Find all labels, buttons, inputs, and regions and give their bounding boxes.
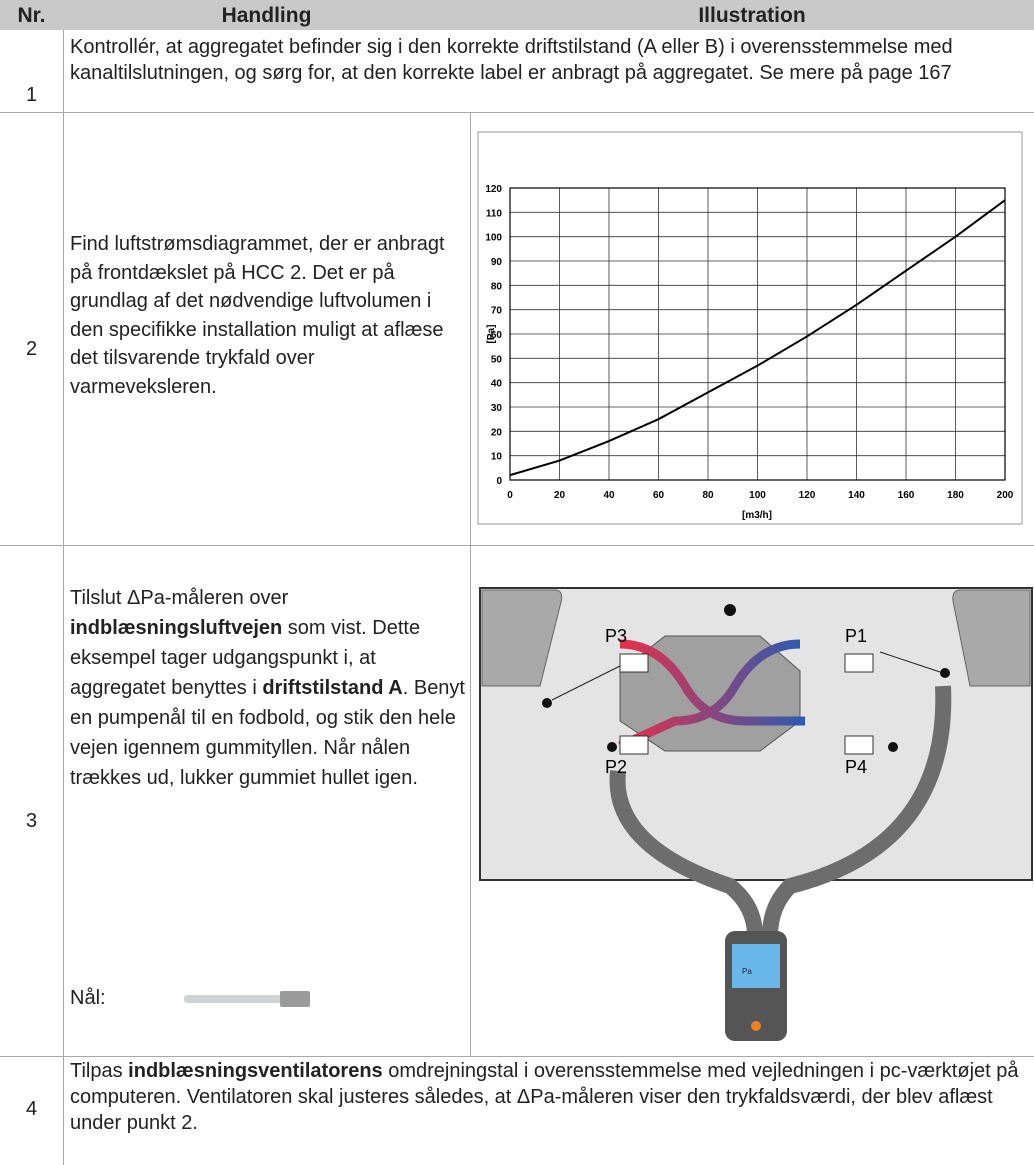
text: omdrejningstal i overensstemmelse med ve… (70, 1060, 1019, 1134)
needle-image (184, 991, 310, 1007)
row-border (0, 1056, 1034, 1057)
col-border (470, 112, 471, 1056)
point-label: P3 (605, 626, 627, 646)
y-tick-label: 50 (491, 354, 503, 365)
y-tick-label: 10 (491, 452, 503, 463)
y-tick-label: 40 (491, 379, 503, 390)
x-tick-label: 160 (898, 490, 915, 501)
diagram: P3 P1 P2 P4 Pa (479, 587, 1033, 1041)
header-row (0, 0, 1034, 30)
cell-text: Find luftstrømsdiagrammet, der er anbrag… (70, 230, 465, 401)
text: Tilpas (70, 1060, 129, 1082)
point-label: P4 (845, 757, 867, 777)
text-bold: indblæsningsventilatorens (128, 1060, 383, 1082)
y-tick-label: 70 (491, 306, 503, 317)
header-cell: Nr. (17, 4, 46, 27)
x-tick-label: 100 (749, 490, 766, 501)
y-tick-label: 60 (491, 330, 503, 341)
y-tick-label: 90 (491, 257, 503, 268)
x-tick-label: 40 (603, 490, 615, 501)
x-tick-label: 120 (799, 490, 816, 501)
x-tick-label: 140 (848, 490, 865, 501)
point-label: P1 (845, 626, 867, 646)
row-border (0, 545, 1034, 546)
text: . Benyt en pumpenål til en fodbold, og s… (70, 677, 465, 789)
y-tick-label: 80 (491, 281, 503, 292)
row-number: 2 (25, 338, 38, 360)
y-axis-label: [Pa] (486, 325, 497, 344)
text-bold: indblæsningsluftvejen (70, 617, 283, 639)
text: Tilslut ΔPa-måleren over (70, 587, 289, 609)
y-tick-label: 120 (485, 184, 502, 195)
x-tick-label: 180 (947, 490, 964, 501)
x-tick-label: 200 (997, 490, 1014, 501)
y-tick-label: 100 (485, 233, 502, 244)
cell-text: Kontrollér, at aggregatet befinder sig i… (70, 34, 1032, 86)
text-bold: driftstilstand A (262, 677, 403, 699)
row-number: 1 (25, 84, 38, 106)
y-tick-label: 30 (491, 403, 503, 414)
text: Find luftstrømsdiagrammet, der er anbrag… (70, 233, 445, 398)
text: som vist. Dette eksempel tager udgangspu… (70, 617, 421, 699)
meter-label: Pa (742, 967, 752, 976)
x-tick-label: 0 (507, 490, 513, 501)
chart-frame (477, 131, 1023, 525)
col-border (63, 30, 64, 1165)
header-cell: Illustration (698, 4, 806, 27)
row-number: 4 (25, 1098, 38, 1120)
point-label: P2 (605, 757, 627, 777)
cell-text: Tilslut ΔPa-måleren over indblæsningsluf… (70, 583, 465, 793)
row-border (0, 112, 1034, 113)
x-tick-label: 60 (653, 490, 665, 501)
y-tick-label: 0 (496, 476, 502, 487)
x-axis-label: [m3/h] (742, 510, 772, 521)
y-tick-label: 110 (486, 208, 503, 219)
y-tick-label: 20 (491, 427, 503, 438)
row-number: 3 (25, 810, 38, 832)
data-line (509, 199, 1006, 477)
needle-label: Nål: (70, 987, 106, 1009)
header-cell: Handling (221, 4, 312, 27)
cell-text: Tilpas indblæsningsventilatorens omdrejn… (70, 1058, 1032, 1136)
x-tick-label: 80 (702, 490, 714, 501)
x-tick-label: 20 (554, 490, 566, 501)
text: Kontrollér, at aggregatet befinder sig i… (70, 36, 953, 84)
plot-area (509, 187, 1006, 481)
